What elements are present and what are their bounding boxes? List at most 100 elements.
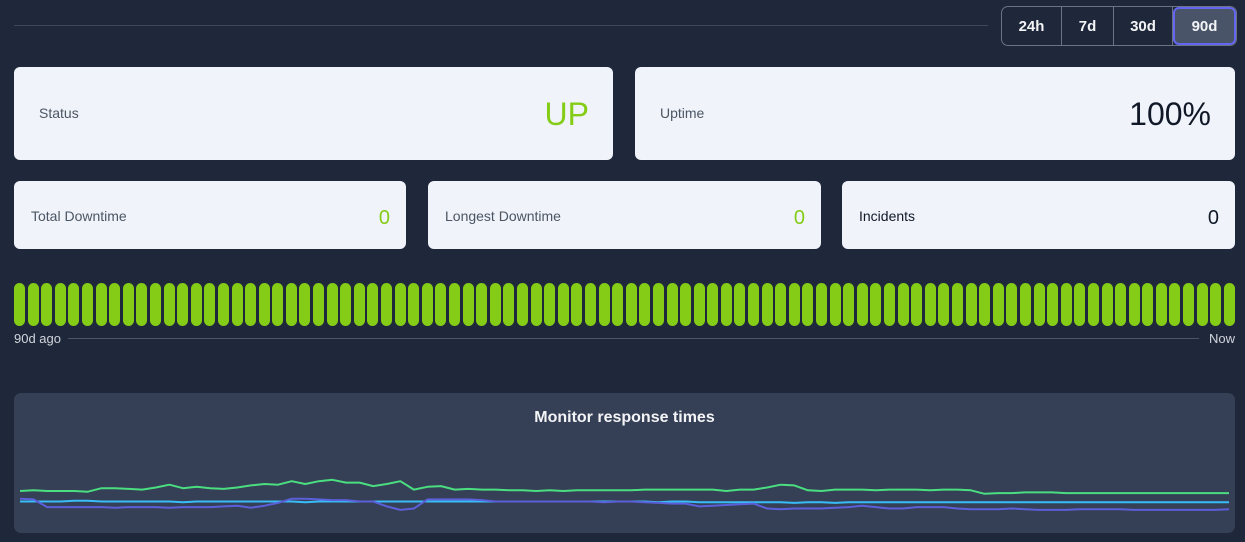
uptime-day-bar[interactable] bbox=[911, 283, 923, 326]
uptime-value: 100% bbox=[1129, 96, 1211, 132]
uptime-day-bar[interactable] bbox=[1006, 283, 1018, 326]
uptime-day-bar[interactable] bbox=[367, 283, 379, 326]
uptime-day-bar[interactable] bbox=[245, 283, 257, 326]
uptime-day-bar[interactable] bbox=[816, 283, 828, 326]
uptime-day-bar[interactable] bbox=[1223, 283, 1235, 326]
uptime-day-bar[interactable] bbox=[14, 283, 25, 326]
uptime-day-bar[interactable] bbox=[190, 283, 202, 326]
uptime-day-bar[interactable] bbox=[734, 283, 746, 326]
uptime-day-bar[interactable] bbox=[285, 283, 297, 326]
range-button-24h[interactable]: 24h bbox=[1002, 7, 1062, 45]
uptime-day-bar[interactable] bbox=[27, 283, 39, 326]
uptime-day-bar[interactable] bbox=[693, 283, 705, 326]
uptime-day-bar[interactable] bbox=[394, 283, 406, 326]
uptime-day-bar[interactable] bbox=[449, 283, 460, 326]
uptime-day-bar[interactable] bbox=[897, 283, 909, 326]
uptime-day-bar[interactable] bbox=[381, 283, 393, 326]
range-button-90d[interactable]: 90d bbox=[1173, 7, 1236, 45]
uptime-day-bar[interactable] bbox=[1210, 283, 1222, 326]
uptime-day-bar[interactable] bbox=[544, 283, 556, 326]
uptime-day-bar[interactable] bbox=[924, 283, 936, 326]
uptime-day-bar[interactable] bbox=[177, 283, 189, 326]
uptime-day-bar[interactable] bbox=[476, 283, 488, 326]
uptime-day-bar[interactable] bbox=[856, 283, 868, 326]
uptime-day-bar[interactable] bbox=[435, 283, 447, 326]
uptime-day-bar[interactable] bbox=[1155, 283, 1167, 326]
uptime-day-bar[interactable] bbox=[217, 283, 229, 326]
uptime-day-bar[interactable] bbox=[979, 283, 991, 326]
incidents-value: 0 bbox=[1207, 207, 1219, 229]
uptime-day-bar[interactable] bbox=[204, 283, 216, 326]
longest-downtime-value: 0 bbox=[793, 207, 805, 229]
uptime-day-bar[interactable] bbox=[802, 283, 814, 326]
uptime-day-bar[interactable] bbox=[870, 283, 882, 326]
uptime-day-bar[interactable] bbox=[489, 283, 501, 326]
uptime-day-bar[interactable] bbox=[530, 283, 542, 326]
uptime-day-bar[interactable] bbox=[1033, 283, 1045, 326]
uptime-day-bar[interactable] bbox=[54, 283, 66, 326]
uptime-day-bar[interactable] bbox=[829, 283, 841, 326]
uptime-day-bar[interactable] bbox=[992, 283, 1004, 326]
uptime-day-bar[interactable] bbox=[1060, 283, 1072, 326]
uptime-day-bar[interactable] bbox=[326, 283, 338, 326]
uptime-day-bar[interactable] bbox=[1142, 283, 1154, 326]
uptime-day-bar[interactable] bbox=[149, 283, 161, 326]
uptime-day-bar[interactable] bbox=[775, 283, 787, 326]
uptime-day-bar[interactable] bbox=[462, 283, 474, 326]
uptime-day-bar[interactable] bbox=[231, 283, 243, 326]
uptime-day-bar[interactable] bbox=[571, 283, 583, 326]
uptime-day-bar[interactable] bbox=[761, 283, 773, 326]
uptime-day-bar[interactable] bbox=[1196, 283, 1208, 326]
uptime-day-bar[interactable] bbox=[122, 283, 134, 326]
uptime-day-bar[interactable] bbox=[353, 283, 365, 326]
range-button-30d[interactable]: 30d bbox=[1114, 7, 1173, 45]
uptime-day-bar[interactable] bbox=[95, 283, 107, 326]
uptime-day-bar[interactable] bbox=[163, 283, 175, 326]
uptime-day-bar[interactable] bbox=[41, 283, 53, 326]
uptime-day-bar[interactable] bbox=[516, 283, 528, 326]
uptime-day-bar[interactable] bbox=[884, 283, 895, 326]
uptime-day-bar[interactable] bbox=[720, 283, 732, 326]
uptime-day-bar[interactable] bbox=[421, 283, 433, 326]
uptime-day-bar[interactable] bbox=[652, 283, 664, 326]
uptime-day-bar[interactable] bbox=[1019, 283, 1031, 326]
uptime-day-bar[interactable] bbox=[680, 283, 692, 326]
uptime-day-bar[interactable] bbox=[136, 283, 148, 326]
uptime-day-bar[interactable] bbox=[612, 283, 624, 326]
uptime-day-bar[interactable] bbox=[1087, 283, 1099, 326]
uptime-day-bar[interactable] bbox=[340, 283, 352, 326]
uptime-day-bar[interactable] bbox=[843, 283, 855, 326]
uptime-day-bar[interactable] bbox=[748, 283, 760, 326]
uptime-day-bar[interactable] bbox=[299, 283, 311, 326]
incidents-card: Incidents 0 bbox=[842, 181, 1235, 249]
uptime-day-bar[interactable] bbox=[258, 283, 270, 326]
uptime-day-bar[interactable] bbox=[81, 283, 93, 326]
uptime-day-bar[interactable] bbox=[707, 283, 719, 326]
uptime-day-bar[interactable] bbox=[272, 283, 284, 326]
uptime-day-bar[interactable] bbox=[1115, 283, 1127, 326]
uptime-day-bar[interactable] bbox=[1047, 283, 1059, 326]
uptime-day-bar[interactable] bbox=[788, 283, 800, 326]
uptime-day-bar[interactable] bbox=[1183, 283, 1195, 326]
uptime-day-bar[interactable] bbox=[1128, 283, 1140, 326]
uptime-day-bar[interactable] bbox=[503, 283, 515, 326]
uptime-day-bar[interactable] bbox=[109, 283, 121, 326]
uptime-day-bar[interactable] bbox=[68, 283, 80, 326]
uptime-day-bar[interactable] bbox=[666, 283, 678, 326]
range-button-7d[interactable]: 7d bbox=[1062, 7, 1114, 45]
uptime-day-bar[interactable] bbox=[1101, 283, 1113, 326]
uptime-card-label: Uptime bbox=[660, 105, 705, 121]
uptime-day-bar[interactable] bbox=[951, 283, 963, 326]
uptime-day-bar[interactable] bbox=[639, 283, 651, 326]
uptime-day-bar[interactable] bbox=[408, 283, 420, 326]
uptime-day-bar[interactable] bbox=[557, 283, 569, 326]
uptime-timeline: 90d ago Now bbox=[14, 330, 1235, 346]
uptime-day-bar[interactable] bbox=[1074, 283, 1086, 326]
uptime-day-bar[interactable] bbox=[625, 283, 637, 326]
uptime-day-bar[interactable] bbox=[313, 283, 325, 326]
uptime-day-bar[interactable] bbox=[584, 283, 596, 326]
uptime-day-bar[interactable] bbox=[938, 283, 950, 326]
uptime-day-bar[interactable] bbox=[1169, 283, 1181, 326]
uptime-day-bar[interactable] bbox=[598, 283, 610, 326]
uptime-day-bar[interactable] bbox=[965, 283, 977, 326]
